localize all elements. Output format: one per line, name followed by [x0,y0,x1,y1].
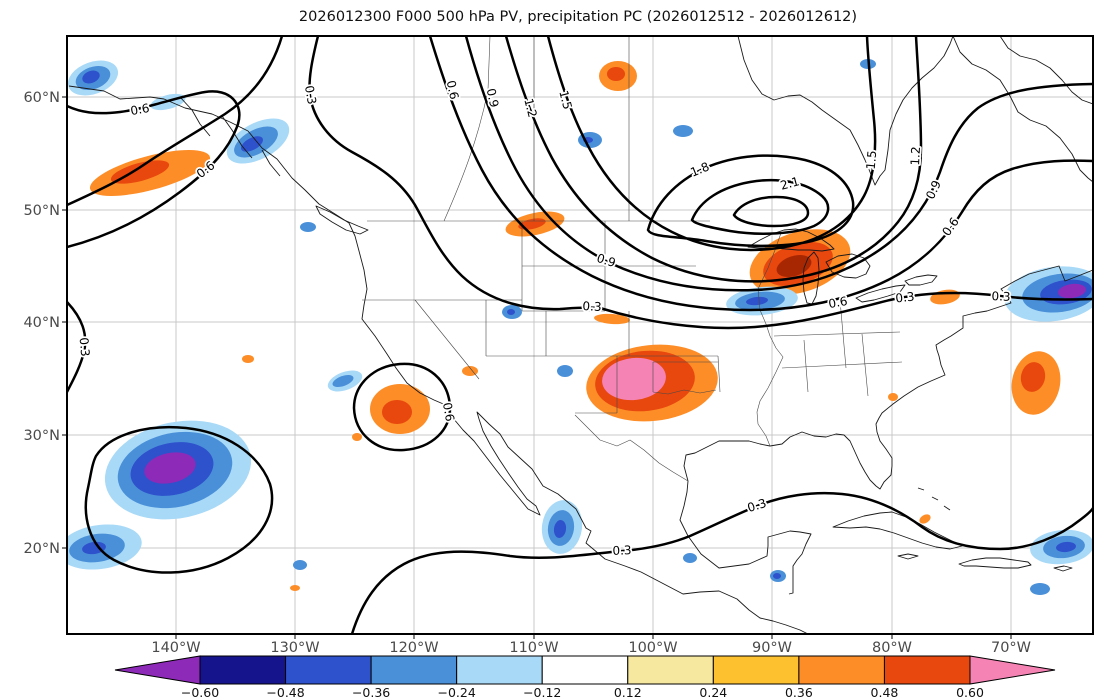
contour-label: 0.6 [440,401,457,422]
pv-contours [67,36,1093,634]
anomaly-blob [602,357,666,401]
colorbar-segment [712,655,800,685]
contour-labels: 0.3 0.6 0.6 0.3 0.3 0.3 0.3 0.3 0.6 0.9 … [75,77,1013,559]
anomaly-blob [293,560,307,570]
x-tick-label: 70°W [991,640,1031,656]
contour-label: 1.2 [908,146,923,166]
x-tick-label: 140°W [151,640,200,656]
x-tick-label: 110°W [509,640,558,656]
colorbar-segment [285,655,372,685]
anomaly-blob [82,541,106,555]
anomaly-blob [746,296,768,306]
anomaly-blob [110,160,170,184]
anomaly-blob [462,366,478,376]
coastline [68,36,1093,634]
colorbar-tick-label: 0.24 [699,685,727,698]
anomaly-shading [67,59,1093,595]
anomaly-blob [332,374,354,388]
contour-label: 0.3 [991,289,1011,304]
contour-label: 0.6 [827,294,848,311]
contour-label: 0.9 [484,87,502,109]
lakes-outline [747,228,938,305]
anomaly-blob [1030,583,1050,595]
x-tick-label: 130°W [270,640,319,656]
anomaly-blob [144,452,196,484]
anomaly-blob [1020,362,1046,392]
x-tick-label: 90°W [752,640,792,656]
gridlines [67,36,1093,634]
anomaly-blob [300,222,316,232]
colorbar-tick-label: −0.48 [266,685,304,698]
anomaly-blob [382,400,412,424]
y-tick-label: 40°N [23,315,60,331]
colorbar-segment [456,655,543,685]
contour-label: 0.6 [444,79,462,101]
colorbar-segment [627,655,714,685]
contour-label: 1.5 [864,150,880,170]
y-axis: 60°N 50°N 40°N 30°N 20°N [23,90,60,557]
contour-label: 0.3 [302,84,319,105]
colorbar-tick-label: −0.36 [352,685,390,698]
anomaly-blob [290,585,300,591]
contour-label: 0.3 [895,290,915,306]
colorbar-tick-label: 0.12 [614,685,642,698]
contour-label: 1.2 [521,97,539,119]
colorbar-group: −0.60 −0.48 −0.36 −0.24 −0.12 0.12 0.24 0.36 0.4… [114,655,1056,698]
contour-label: 0.3 [612,543,632,558]
colorbar-tick-label: 0.60 [956,685,984,698]
y-tick-label: 20°N [23,541,60,557]
contour-label: 2.1 [779,174,801,192]
anomaly-blob [241,136,263,152]
x-axis: 140°W 130°W 120°W 110°W 100°W 90°W 80°W … [151,640,1031,656]
map-frame [66,35,1094,635]
colorbar-segment [199,655,287,685]
colorbar-segment [370,655,458,685]
colorbar-segment [798,655,885,685]
x-tick-label: 100°W [628,640,677,656]
contour-label: 1.5 [556,89,574,111]
anomaly-blob [773,573,781,579]
map-background [67,36,1093,634]
colorbar-tick-label: 0.36 [785,685,813,698]
colorbar-segment [883,655,971,685]
anomaly-blob [82,70,100,84]
anomaly-blob [1056,541,1076,553]
anomaly-blob [507,309,515,315]
anomaly-blob [594,313,630,325]
colorbar-segment [541,655,629,685]
contour-label: 0.3 [582,299,602,314]
contour-label: 1.8 [688,159,711,179]
chart-title: 2026012300 F000 500 hPa PV, precipitatio… [299,9,857,25]
y-tick-label: 50°N [23,203,60,219]
colorbar-tick-label: −0.12 [523,685,561,698]
colorbar-over-arrow [969,655,1056,685]
x-tick-label: 80°W [872,640,912,656]
anomaly-blob [888,393,898,401]
colorbar-tick-label: −0.24 [438,685,476,698]
anomaly-blob [242,355,254,363]
colorbar-under-arrow [114,655,201,685]
state-borders [362,36,903,482]
anomaly-blob [553,520,567,538]
anomaly-blob [683,553,697,563]
contour-label: 0.3 [77,337,93,357]
y-tick-label: 60°N [23,90,60,106]
colorbar-tick-label: 0.48 [871,685,899,698]
anomaly-blob [673,125,693,137]
anomaly-blob [776,254,812,278]
anomaly-blob [919,514,931,524]
anomaly-blob [1058,283,1086,299]
anomaly-blob [557,365,573,377]
axis-ticks [62,96,1012,639]
colorbar-tick-label: −0.60 [181,685,219,698]
y-tick-label: 30°N [23,428,60,444]
x-tick-label: 120°W [389,640,438,656]
anomaly-blob [352,433,362,441]
contour-label: 0.6 [129,101,150,118]
anomaly-blob [607,67,625,81]
